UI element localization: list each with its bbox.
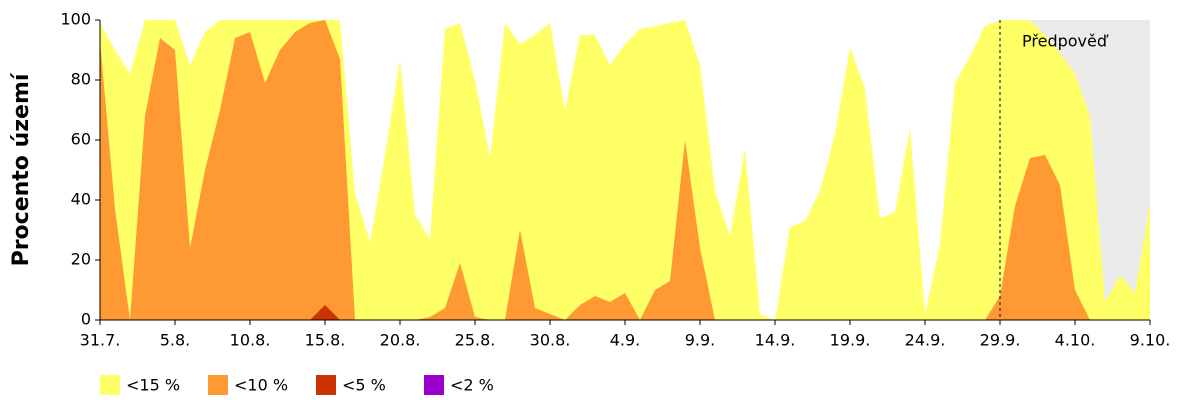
x-tick-label: 14.9. xyxy=(755,331,796,350)
x-tick-label: 15.8. xyxy=(305,331,346,350)
legend-swatch xyxy=(208,375,228,395)
annotation: Předpověď xyxy=(1022,32,1109,51)
legend-swatch xyxy=(424,375,444,395)
y-axis-label: Procento území xyxy=(9,72,34,266)
x-tick-label: 4.10. xyxy=(1055,331,1096,350)
x-tick-label: 19.9. xyxy=(830,331,871,350)
x-tick-label: 4.9. xyxy=(610,331,641,350)
x-tick-label: 10.8. xyxy=(230,331,271,350)
legend-label: <2 % xyxy=(450,376,494,395)
legend-label: <5 % xyxy=(342,376,386,395)
x-tick-label: 29.9. xyxy=(980,331,1021,350)
x-tick-label: 5.8. xyxy=(160,331,191,350)
x-tick-label: 20.8. xyxy=(380,331,421,350)
y-tick-label: 40 xyxy=(71,190,91,209)
x-tick-label: 24.9. xyxy=(905,331,946,350)
x-tick-label: 31.7. xyxy=(80,331,121,350)
area xyxy=(100,20,1150,320)
area xyxy=(100,20,1150,320)
x-tick-label: 9.9. xyxy=(685,331,716,350)
legend-label: <15 % xyxy=(126,376,180,395)
legend-label: <10 % xyxy=(234,376,288,395)
legend-swatch xyxy=(316,375,336,395)
legend-swatch xyxy=(100,375,120,395)
x-tick-label: 9.10. xyxy=(1130,331,1171,350)
y-tick-label: 20 xyxy=(71,250,91,269)
y-tick-label: 100 xyxy=(60,10,91,29)
y-tick-label: 60 xyxy=(71,130,91,149)
x-tick-label: 25.8. xyxy=(455,331,496,350)
y-tick-label: 80 xyxy=(71,70,91,89)
x-tick-label: 30.8. xyxy=(530,331,571,350)
y-tick-label: 0 xyxy=(81,310,91,329)
